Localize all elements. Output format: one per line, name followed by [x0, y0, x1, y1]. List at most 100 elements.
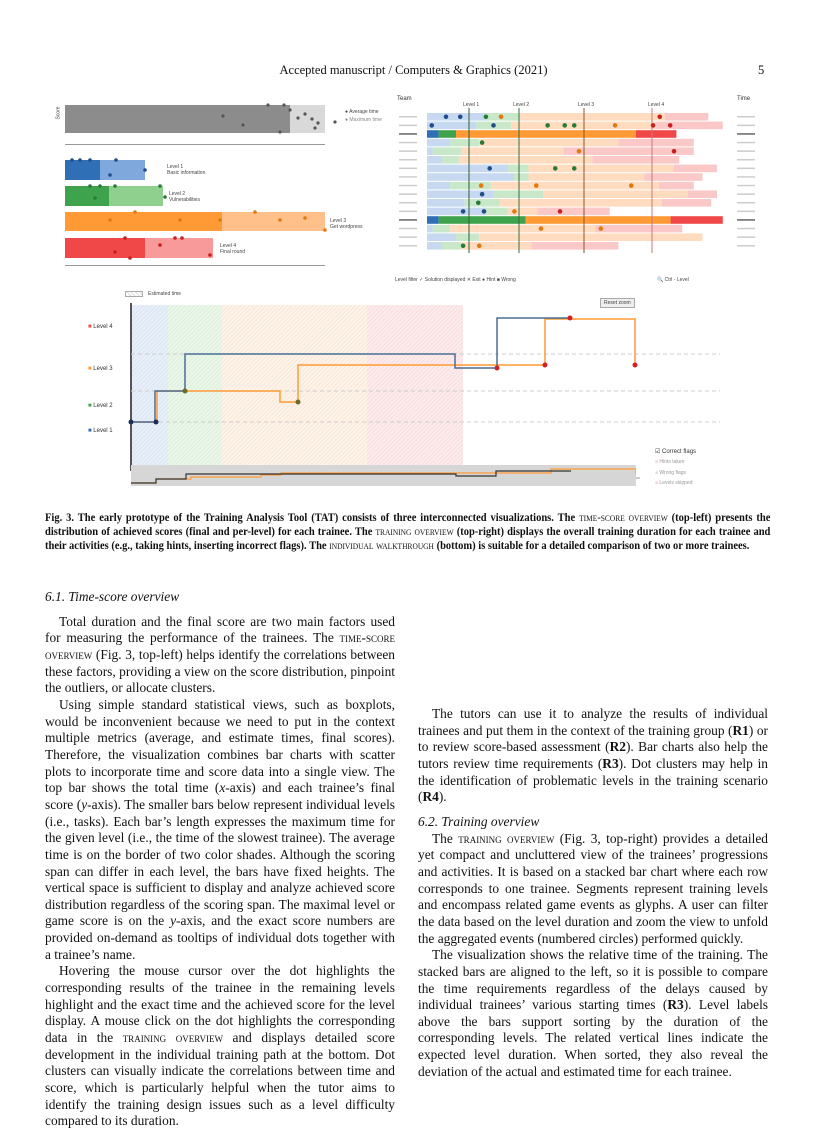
level-segment[interactable]	[656, 121, 723, 130]
level-segment[interactable]	[427, 242, 442, 250]
level-segment[interactable]	[427, 190, 494, 198]
level-segment[interactable]	[508, 207, 538, 216]
time-sort-header[interactable]: Time	[737, 96, 751, 102]
level-segment[interactable]	[432, 147, 462, 155]
level-segment[interactable]	[618, 138, 694, 147]
event-glyph[interactable]	[533, 183, 539, 188]
level-segment[interactable]	[427, 164, 509, 173]
level-segment[interactable]	[664, 113, 709, 121]
event-glyph[interactable]	[538, 226, 544, 231]
level2-sort[interactable]: Level 2	[513, 102, 530, 108]
event-glyph[interactable]	[545, 123, 550, 128]
toggle-correct-flags[interactable]: ☑ Correct flags	[655, 449, 697, 455]
level-segment[interactable]	[427, 147, 433, 155]
event-glyph[interactable]	[478, 183, 484, 188]
level-segment[interactable]	[461, 147, 564, 155]
toggle-wrong-flags[interactable]: ■ Wrong flags	[655, 470, 687, 476]
event-glyph[interactable]	[476, 200, 481, 206]
event-glyph[interactable]	[598, 226, 604, 231]
team-sort-header[interactable]: Team	[397, 96, 412, 102]
event-glyph[interactable]	[557, 209, 563, 214]
level-segment[interactable]	[461, 242, 532, 250]
level-segment[interactable]	[528, 164, 674, 173]
level-segment[interactable]	[438, 216, 526, 224]
level-segment[interactable]	[635, 130, 677, 138]
level-segment[interactable]	[427, 113, 485, 121]
event-glyph[interactable]	[487, 166, 492, 171]
level-segment[interactable]	[514, 173, 529, 181]
event-glyph[interactable]	[612, 123, 618, 128]
level-segment[interactable]	[485, 207, 509, 216]
level-segment[interactable]	[479, 138, 619, 147]
event-glyph[interactable]	[429, 123, 435, 128]
event-glyph[interactable]	[576, 148, 582, 154]
level-segment[interactable]	[427, 173, 514, 181]
level-segment[interactable]	[592, 156, 680, 164]
event-glyph[interactable]	[460, 209, 466, 214]
level-segment[interactable]	[427, 216, 439, 224]
toggle-levels-skipped[interactable]: ■ Levels skipped	[655, 480, 693, 486]
event-glyph[interactable]	[657, 114, 663, 120]
event-glyph[interactable]	[562, 123, 568, 128]
level-segment[interactable]	[519, 113, 665, 121]
event-glyph[interactable]	[571, 123, 577, 128]
event-glyph[interactable]	[628, 183, 634, 188]
level-segment[interactable]	[531, 242, 619, 250]
event-glyph[interactable]	[571, 166, 577, 171]
event-glyph[interactable]	[650, 123, 656, 128]
event-glyph[interactable]	[476, 243, 482, 249]
level-segment[interactable]	[450, 224, 596, 233]
level-segment[interactable]	[427, 181, 451, 190]
event-glyph[interactable]	[671, 148, 677, 154]
level-segment[interactable]	[644, 173, 703, 181]
level-segment[interactable]	[543, 190, 688, 198]
level-segment[interactable]	[525, 216, 671, 224]
event-glyph[interactable]	[512, 209, 517, 214]
level-segment[interactable]	[490, 181, 659, 190]
level-segment[interactable]	[688, 190, 717, 198]
event-glyph[interactable]	[667, 123, 673, 128]
level-segment[interactable]	[427, 121, 477, 130]
event-glyph[interactable]	[483, 114, 489, 120]
event-glyph[interactable]	[443, 114, 449, 120]
level-segment[interactable]	[508, 164, 529, 173]
level-segment[interactable]	[595, 224, 683, 233]
level-segment[interactable]	[456, 233, 480, 241]
level-segment[interactable]	[427, 207, 485, 216]
level-segment[interactable]	[427, 130, 439, 138]
event-glyph[interactable]	[552, 166, 558, 171]
level-segment[interactable]	[441, 156, 459, 164]
level-segment[interactable]	[563, 147, 694, 155]
event-glyph[interactable]	[479, 140, 485, 145]
level4-sort[interactable]: Level 4	[648, 102, 665, 108]
level-segment[interactable]	[450, 138, 480, 147]
event-glyph[interactable]	[491, 123, 496, 128]
level-segment[interactable]	[479, 233, 703, 241]
level-segment[interactable]	[427, 156, 442, 164]
level-segment[interactable]	[670, 216, 723, 224]
level-segment[interactable]	[528, 173, 645, 181]
level-segment[interactable]	[432, 224, 451, 233]
level-segment[interactable]	[427, 199, 465, 207]
level-segment[interactable]	[427, 138, 451, 147]
level-segment[interactable]	[427, 233, 456, 241]
level-segment[interactable]	[493, 190, 543, 198]
level3-sort[interactable]: Level 3	[578, 102, 595, 108]
level-segment[interactable]	[537, 207, 610, 216]
level-segment[interactable]	[464, 199, 500, 207]
event-glyph[interactable]	[460, 243, 466, 249]
level-segment[interactable]	[450, 181, 491, 190]
level-segment[interactable]	[441, 242, 462, 250]
event-glyph[interactable]	[457, 114, 463, 120]
level-segment[interactable]	[499, 199, 662, 207]
level-segment[interactable]	[458, 156, 593, 164]
level-segment[interactable]	[438, 130, 456, 138]
toggle-hints-taken[interactable]: ■ Hints taken	[655, 459, 685, 465]
level-segment[interactable]	[427, 224, 433, 233]
level-segment[interactable]	[661, 199, 712, 207]
level1-sort[interactable]: Level 1	[463, 102, 480, 108]
event-glyph[interactable]	[479, 191, 485, 197]
overview-navigator[interactable]	[131, 465, 637, 486]
level-segment[interactable]	[456, 130, 636, 138]
event-glyph[interactable]	[481, 209, 487, 214]
